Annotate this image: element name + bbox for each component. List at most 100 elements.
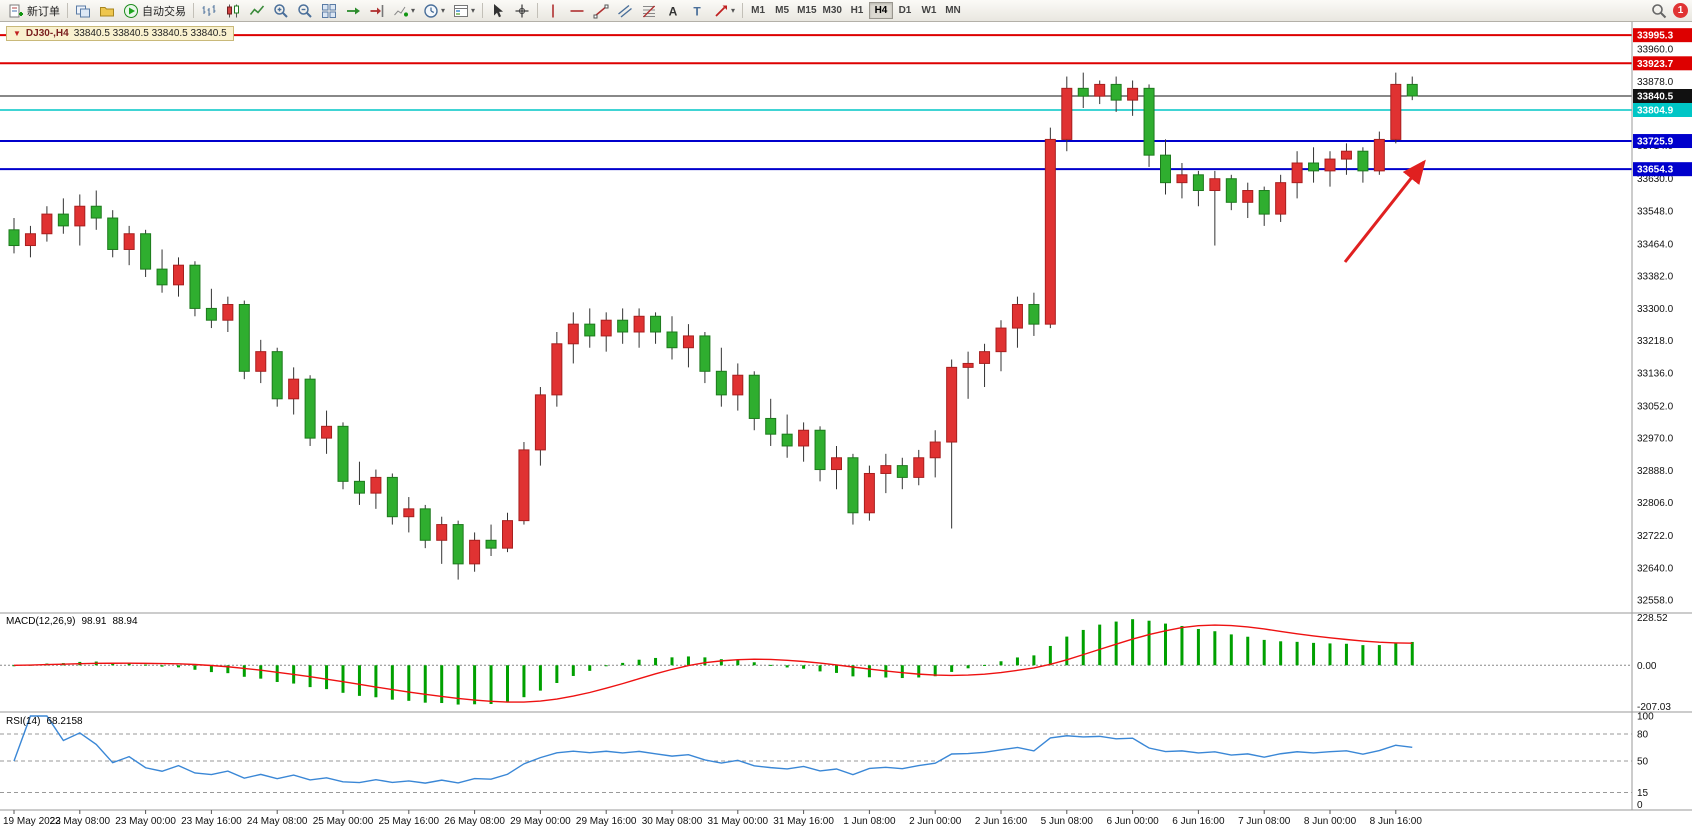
timeframe-m15-button[interactable]: M15 (794, 2, 819, 19)
svg-text:100: 100 (1637, 712, 1654, 723)
autotrade-button[interactable]: 自动交易 (119, 1, 190, 20)
templates-button[interactable]: ▾ (449, 1, 479, 20)
profiles-folder-icon (100, 6, 114, 16)
rsi-value: 68.2158 (46, 716, 83, 727)
timeframe-h4-button[interactable]: H4 (868, 2, 893, 19)
svg-text:1 Jun 08:00: 1 Jun 08:00 (843, 816, 896, 827)
svg-text:22 May 08:00: 22 May 08:00 (49, 816, 110, 827)
autotrade-play-icon (124, 3, 138, 18)
rsi-line (13, 715, 1413, 784)
svg-text:33840.5: 33840.5 (1637, 92, 1674, 103)
toolbar-separator (67, 3, 68, 18)
rsi-axis: 100 80 50 150 (1637, 712, 1654, 812)
svg-text:29 May 16:00: 29 May 16:00 (576, 816, 637, 827)
macd-signal-line (13, 624, 1413, 703)
indicators-plus-icon (394, 6, 408, 16)
trendline-tool-button[interactable] (589, 1, 613, 20)
charts-window-button[interactable] (71, 1, 95, 20)
toolbar-separator (537, 3, 539, 18)
chart-shift-button[interactable] (365, 1, 389, 20)
timeframe-m5-button[interactable]: M5 (770, 2, 794, 19)
svg-text:33218.0: 33218.0 (1637, 336, 1674, 347)
chart-shift-icon (370, 4, 384, 17)
channel-tool-button[interactable] (613, 1, 637, 20)
search-icon[interactable] (1651, 3, 1667, 19)
horizontal-line-tool-button[interactable] (565, 1, 589, 20)
auto-scroll-button[interactable] (341, 1, 365, 20)
timeframe-mn-button[interactable]: MN (941, 2, 965, 19)
crosshair-tool-button[interactable] (510, 1, 534, 20)
svg-text:0.00: 0.00 (1637, 661, 1657, 672)
zoom-out-button[interactable] (293, 1, 317, 20)
macd-axis: 228.52 0.00 -207.03 (1637, 613, 1671, 713)
toolbar-separator (742, 3, 744, 18)
toolbar-separator (193, 3, 194, 18)
line-chart-type-button[interactable] (245, 1, 269, 20)
svg-text:32806.0: 32806.0 (1637, 498, 1674, 509)
tile-windows-icon (322, 3, 336, 18)
arrow-object-icon (715, 5, 728, 17)
candlestick-chart-type-button[interactable] (221, 1, 245, 20)
price-tag: 33725.9 (1633, 134, 1692, 149)
dropdown-caret: ▾ (441, 6, 446, 15)
indicators-button[interactable]: ▾ (389, 1, 419, 20)
chart-symbol-label: DJ30-,H4 (25, 28, 69, 39)
arrows-tool-button[interactable]: ▾ (709, 1, 739, 20)
profiles-button[interactable] (95, 1, 119, 20)
svg-text:6 Jun 16:00: 6 Jun 16:00 (1172, 816, 1225, 827)
toolbar-separator (482, 3, 484, 18)
zoom-in-icon (274, 3, 288, 18)
vertical-line-tool-button[interactable] (541, 1, 565, 20)
new-order-label: 新订单 (27, 5, 60, 18)
template-icon (454, 4, 469, 17)
timeframe-h1-button[interactable]: H1 (845, 2, 869, 19)
notification-badge[interactable]: 1 (1673, 3, 1688, 18)
svg-text:228.52: 228.52 (1637, 613, 1668, 624)
svg-text:33923.7: 33923.7 (1637, 59, 1674, 70)
bar-chart-icon (202, 4, 216, 16)
svg-text:32640.0: 32640.0 (1637, 563, 1674, 574)
bar-chart-type-button[interactable] (197, 1, 221, 20)
svg-text:8 Jun 16:00: 8 Jun 16:00 (1370, 816, 1423, 827)
zoom-in-button[interactable] (269, 1, 293, 20)
trendline-icon (593, 4, 609, 18)
chart-window-icon (76, 5, 90, 17)
svg-text:5 Jun 08:00: 5 Jun 08:00 (1041, 816, 1094, 827)
svg-text:7 Jun 08:00: 7 Jun 08:00 (1238, 816, 1291, 827)
svg-text:33382.0: 33382.0 (1637, 272, 1674, 283)
periods-button[interactable]: ▾ (419, 1, 449, 20)
new-order-icon (9, 4, 23, 17)
svg-text:33804.9: 33804.9 (1637, 105, 1674, 116)
trend-arrow[interactable] (1343, 159, 1426, 263)
svg-text:30 May 08:00: 30 May 08:00 (642, 816, 703, 827)
timeframe-m30-button[interactable]: M30 (820, 2, 845, 19)
svg-text:32722.0: 32722.0 (1637, 531, 1674, 542)
chart-quote-label: 33840.5 33840.5 33840.5 33840.5 (73, 28, 227, 39)
svg-text:33725.9: 33725.9 (1637, 137, 1674, 148)
fibonacci-icon (643, 5, 656, 17)
timeframe-d1-button[interactable]: D1 (893, 2, 917, 19)
svg-text:29 May 00:00: 29 May 00:00 (510, 816, 571, 827)
timeframe-w1-button[interactable]: W1 (917, 2, 941, 19)
new-order-button[interactable]: 新订单 (4, 1, 64, 20)
zoom-out-icon (298, 3, 312, 18)
chart-title-tab[interactable]: ▼ DJ30-,H4 33840.5 33840.5 33840.5 33840… (6, 26, 234, 41)
timeframe-m1-button[interactable]: M1 (746, 2, 770, 19)
svg-text:33052.0: 33052.0 (1637, 401, 1674, 412)
svg-text:33995.3: 33995.3 (1637, 31, 1674, 42)
price-tag: 33923.7 (1633, 56, 1692, 71)
auto-scroll-icon (347, 7, 360, 14)
text-tool-button[interactable]: A (661, 1, 685, 20)
text-icon: A (669, 4, 678, 18)
svg-text:2 Jun 00:00: 2 Jun 00:00 (909, 816, 962, 827)
svg-text:31 May 16:00: 31 May 16:00 (773, 816, 834, 827)
svg-text:2 Jun 16:00: 2 Jun 16:00 (975, 816, 1028, 827)
svg-text:23 May 00:00: 23 May 00:00 (115, 816, 176, 827)
cursor-tool-button[interactable] (486, 1, 510, 20)
label-tool-button[interactable]: T (685, 1, 709, 20)
tile-windows-button[interactable] (317, 1, 341, 20)
svg-text:33300.0: 33300.0 (1637, 304, 1674, 315)
price-tag: 33995.3 (1633, 28, 1692, 43)
fibonacci-tool-button[interactable] (637, 1, 661, 20)
